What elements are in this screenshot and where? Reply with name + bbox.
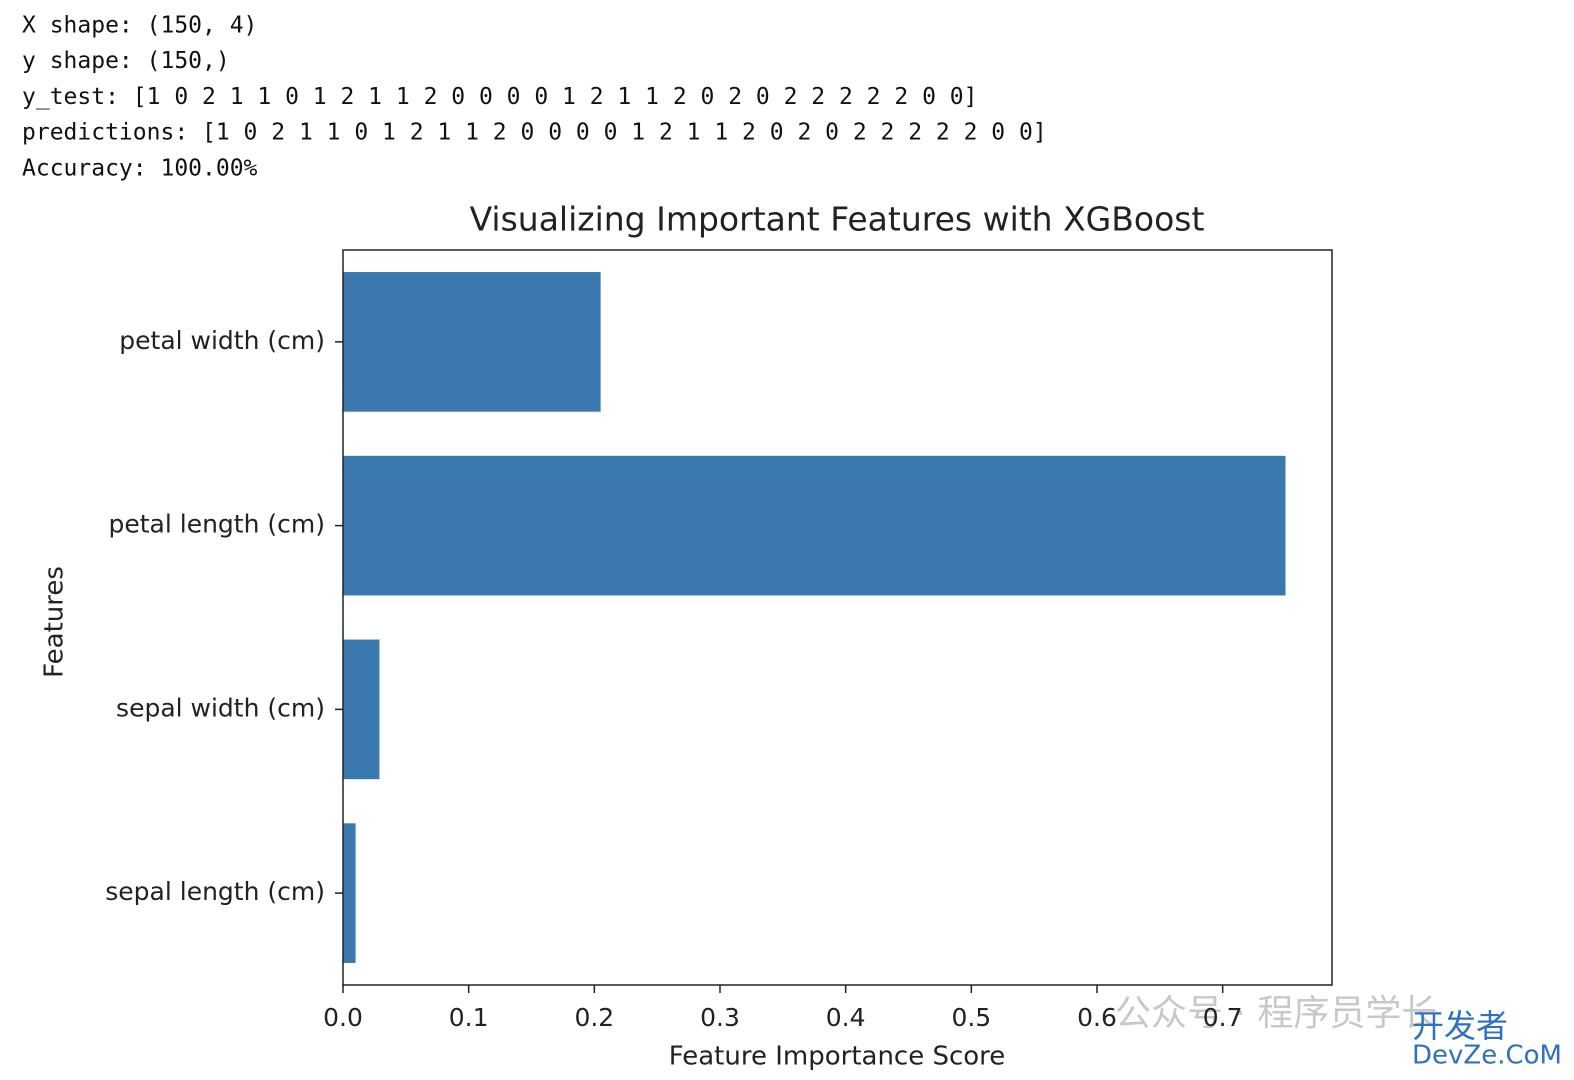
watermark: 公众号 · 程序员学长 [1115,993,1437,1034]
x-tick-label: 0.7 [1203,1003,1243,1032]
watermark-cn: 开发者 [1412,1007,1508,1045]
x-tick-label: 0.6 [1077,1003,1117,1032]
bar [343,639,380,780]
y-tick-label: sepal length (cm) [105,877,325,906]
y-tick-label: petal length (cm) [108,510,325,539]
watermark-site: DevZe.CoM [1412,1041,1562,1071]
output-line: Accuracy: 100.00% [22,155,258,181]
y-axis-label: Features [40,566,70,678]
output-line: X shape: (150, 4) [22,13,257,39]
bar [343,272,601,412]
x-tick-label: 0.5 [951,1003,991,1032]
x-tick-label: 0.4 [826,1003,866,1032]
output-line: y_test: [1 0 2 1 1 0 1 2 1 1 2 0 0 0 0 1… [22,84,977,110]
x-axis-label: Feature Importance Score [669,1042,1006,1072]
output-line: predictions: [1 0 2 1 1 0 1 2 1 1 2 0 0 … [22,120,1047,146]
plot-frame [342,249,1333,986]
x-tick-label: 0.0 [323,1003,363,1032]
output-line: y shape: (150,) [22,48,230,74]
x-tick-label: 0.1 [449,1003,489,1032]
chart-title: Visualizing Important Features with XGBo… [470,200,1205,239]
bar [343,455,1286,596]
x-tick-label: 0.2 [574,1003,614,1032]
bar [343,823,356,963]
x-tick-label: 0.3 [700,1003,740,1032]
y-tick-label: petal width (cm) [119,326,325,355]
y-tick-label: sepal width (cm) [116,693,325,722]
